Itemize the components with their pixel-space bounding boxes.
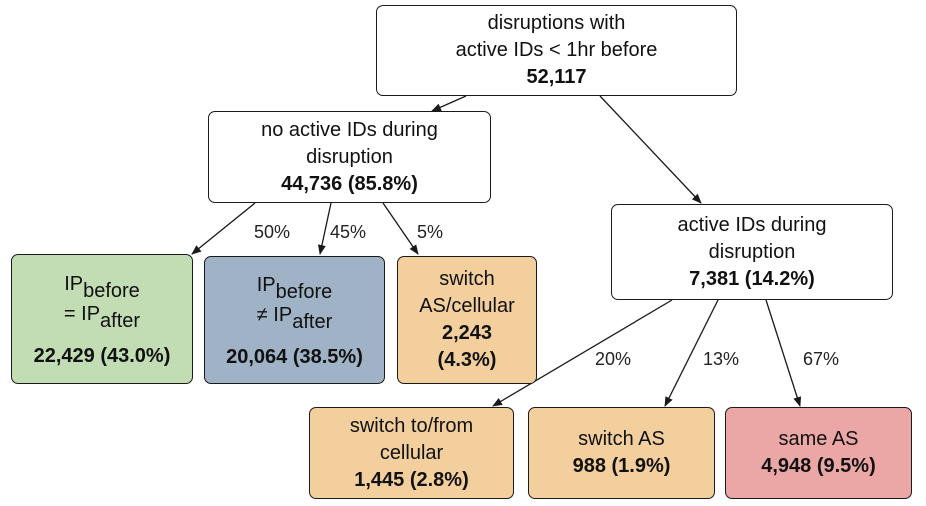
- no-active-value: 44,736 (85.8%): [281, 172, 418, 195]
- edge-label-67: 67%: [803, 349, 840, 369]
- node-diff-ip: IPbefore ≠ IPafter 20,064 (38.5%): [204, 256, 385, 384]
- root-line2: active IDs < 1hr before: [455, 39, 658, 61]
- same-as-value: 4,948 (9.5%): [761, 455, 876, 477]
- node-root: disruptions with active IDs < 1hr before…: [376, 5, 737, 96]
- diff-ip-line2: ≠ IPafter: [256, 303, 333, 333]
- active-line2: disruption: [708, 240, 796, 263]
- switch-as-cell-line2: AS/cellular: [419, 295, 515, 317]
- switch-cellular-line2: cellular: [379, 441, 444, 464]
- switch-cellular-line1: switch to/from: [349, 414, 474, 437]
- arrow-root-to-no-active: [431, 95, 467, 112]
- switch-as-value: 988 (1.9%): [572, 455, 671, 477]
- arrow-active-to-switch-cellular: [492, 299, 673, 407]
- same-ip-line2: = IPafter: [63, 302, 141, 332]
- active-value: 7,381 (14.2%): [689, 267, 815, 290]
- no-active-line2: disruption: [306, 145, 393, 168]
- active-line1: active IDs during: [677, 213, 827, 236]
- node-same-as: same AS 4,948 (9.5%): [725, 407, 912, 499]
- arrow-active-to-switch-as: [664, 299, 719, 407]
- switch-cellular-value: 1,445 (2.8%): [354, 468, 469, 491]
- node-switch-to-from-cellular: switch to/from cellular 1,445 (2.8%): [309, 407, 514, 499]
- edge-label-5: 5%: [417, 222, 444, 242]
- node-switch-as: switch AS 988 (1.9%): [528, 407, 715, 499]
- diff-ip-line1: IPbefore: [256, 273, 333, 303]
- arrow-no-active-to-same-ip: [191, 202, 256, 255]
- same-ip-line1: IPbefore: [64, 272, 140, 302]
- edge-label-50: 50%: [254, 222, 291, 242]
- arrow-root-to-active: [599, 95, 702, 204]
- node-switch-as-cellular: switch AS/cellular 2,243 (4.3%): [397, 256, 537, 384]
- arrow-no-active-to-switch-as-cell: [382, 202, 419, 255]
- root-value: 52,117: [526, 66, 587, 88]
- arrow-no-active-to-diff-ip: [317, 202, 332, 255]
- diff-ip-value: 20,064 (38.5%): [226, 345, 363, 368]
- no-active-line1: no active IDs during: [261, 118, 438, 141]
- switch-as-cell-line1: switch: [439, 268, 495, 290]
- edge-label-13: 13%: [703, 349, 740, 369]
- switch-as-line1: switch AS: [578, 428, 665, 450]
- arrow-active-to-same-as: [765, 299, 802, 407]
- node-no-active-ids: no active IDs during disruption 44,736 (…: [208, 111, 491, 203]
- switch-as-cell-value1: 2,243: [441, 322, 493, 344]
- root-line1: disruptions with: [487, 12, 626, 34]
- edge-label-45: 45%: [330, 222, 367, 242]
- same-as-line1: same AS: [778, 428, 859, 450]
- switch-as-cell-value2: (4.3%): [437, 349, 497, 371]
- same-ip-value: 22,429 (43.0%): [33, 344, 171, 367]
- node-active-ids: active IDs during disruption 7,381 (14.2…: [611, 204, 893, 300]
- node-same-ip: IPbefore = IPafter 22,429 (43.0%): [11, 254, 193, 384]
- edge-label-20: 20%: [595, 349, 632, 369]
